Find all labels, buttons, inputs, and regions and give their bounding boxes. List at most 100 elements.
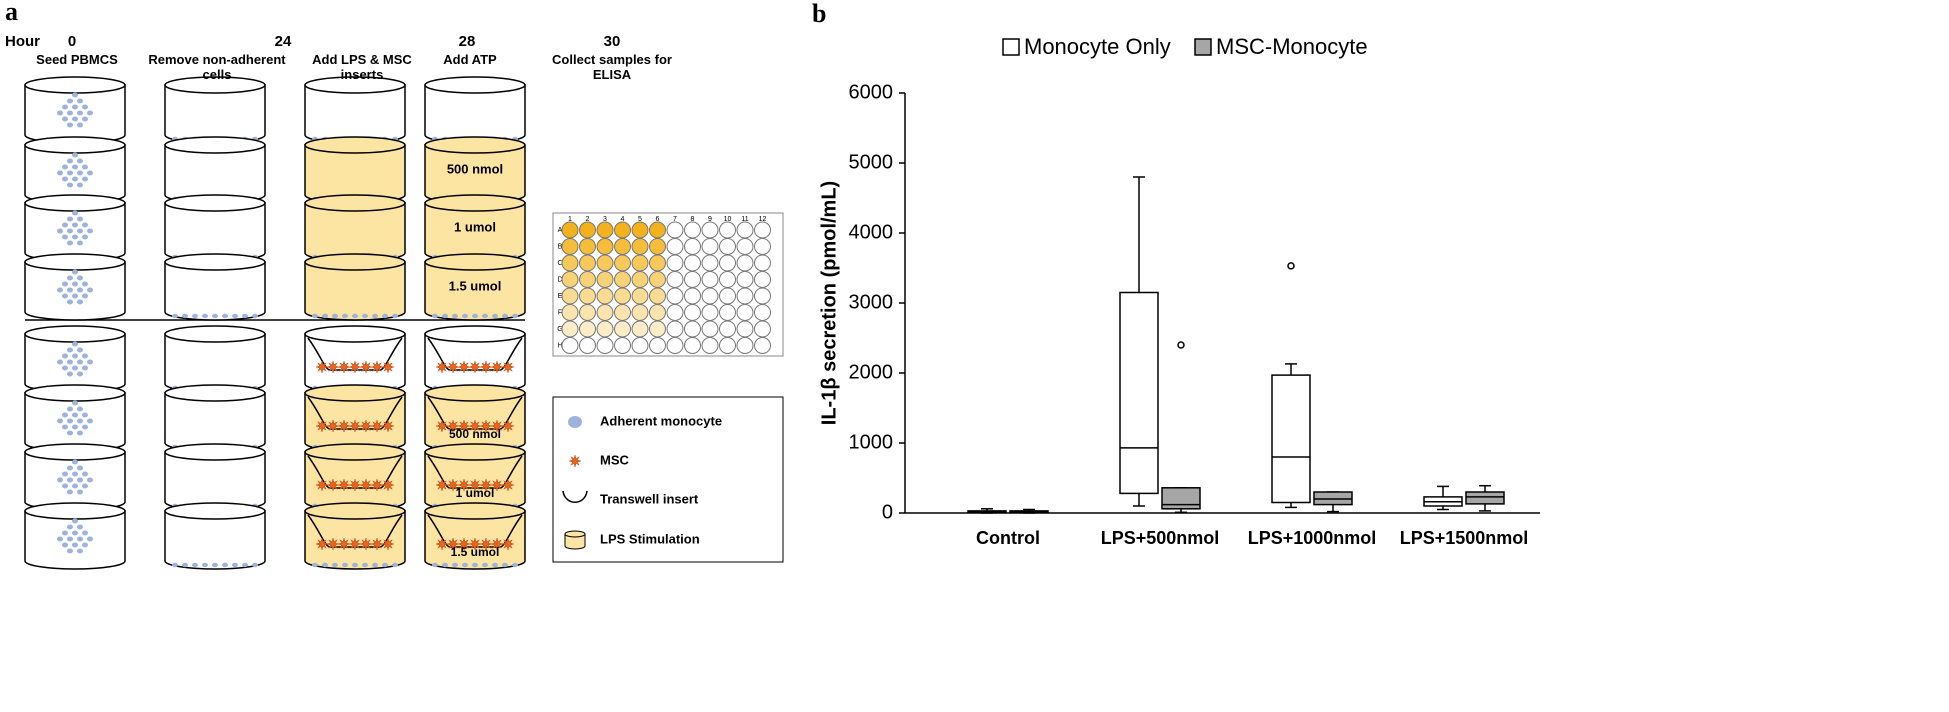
well xyxy=(719,320,736,338)
monocyte xyxy=(382,562,388,568)
monocyte xyxy=(87,477,93,483)
well xyxy=(754,221,771,239)
legend-lps xyxy=(564,533,586,550)
dish-rim xyxy=(424,136,526,154)
monocyte xyxy=(322,313,328,319)
monocyte xyxy=(352,562,358,568)
monocyte xyxy=(77,122,83,128)
monocyte xyxy=(382,313,388,319)
well xyxy=(614,254,631,272)
dish-body xyxy=(24,510,126,570)
msc-cell xyxy=(446,360,460,374)
dish-rim xyxy=(304,253,406,271)
msc-cell xyxy=(446,419,460,433)
well xyxy=(684,254,701,272)
monocyte xyxy=(67,182,73,188)
monocyte xyxy=(77,359,83,365)
plate-column-label: 3 xyxy=(603,216,607,223)
dish-body xyxy=(164,261,266,321)
monocyte xyxy=(62,412,68,418)
monocyte xyxy=(67,548,73,554)
monocyte xyxy=(242,562,248,568)
well xyxy=(736,238,754,255)
dish-rim xyxy=(304,136,406,154)
monocyte xyxy=(222,562,228,568)
y-tick-label: 1000 xyxy=(849,431,894,453)
monocyte xyxy=(82,424,88,430)
hour-value: 30 xyxy=(604,33,621,50)
monocyte xyxy=(232,562,238,568)
monocyte xyxy=(312,562,318,568)
plate-column-label: 7 xyxy=(673,216,677,223)
well xyxy=(736,320,754,338)
msc-cell xyxy=(370,537,384,551)
monocyte xyxy=(82,222,88,228)
msc-cell xyxy=(468,419,482,433)
monocyte xyxy=(72,424,78,430)
monocyte xyxy=(82,542,88,548)
monocyte xyxy=(67,216,73,222)
well xyxy=(666,271,684,288)
well xyxy=(754,238,771,255)
monocyte xyxy=(332,562,338,568)
dose-label: 1.5 umol xyxy=(449,278,502,293)
monocyte xyxy=(172,313,178,319)
msc-cell xyxy=(359,419,373,433)
monocyte xyxy=(67,98,73,104)
well xyxy=(596,320,614,338)
well xyxy=(736,287,754,305)
monocyte xyxy=(62,234,68,240)
monocyte xyxy=(392,562,398,568)
hour-label: Hour xyxy=(5,33,40,50)
well xyxy=(596,238,614,255)
well xyxy=(719,304,736,321)
monocyte xyxy=(432,313,438,319)
plate-column-label: 11 xyxy=(741,216,748,223)
monocyte xyxy=(67,430,73,436)
hour-value: 0 xyxy=(68,33,76,50)
monocyte xyxy=(82,281,88,287)
monocyte xyxy=(212,313,218,319)
monocyte xyxy=(72,164,78,170)
monocyte xyxy=(87,418,93,424)
well xyxy=(666,320,684,338)
monocyte xyxy=(57,228,63,234)
well xyxy=(701,254,719,272)
x-tick-label: Control xyxy=(976,528,1040,548)
well xyxy=(614,271,631,288)
monocyte xyxy=(442,313,448,319)
hour-value: 28 xyxy=(459,33,476,50)
y-tick-label: 0 xyxy=(882,501,893,523)
well xyxy=(666,304,684,321)
monocyte xyxy=(77,347,83,353)
y-tick-label: 5000 xyxy=(849,151,894,173)
well xyxy=(649,320,666,338)
monocyte xyxy=(82,530,88,536)
plate-row-label: C xyxy=(557,260,562,267)
well xyxy=(754,254,771,272)
dish-rim xyxy=(424,384,526,402)
monocyte xyxy=(512,313,518,319)
well xyxy=(684,238,701,255)
monocyte xyxy=(87,228,93,234)
well xyxy=(649,287,666,305)
well xyxy=(754,337,771,354)
monocyte xyxy=(452,313,458,319)
well xyxy=(736,304,754,321)
monocyte xyxy=(57,536,63,542)
msc-cell xyxy=(370,478,384,492)
monocyte xyxy=(77,406,83,412)
monocyte xyxy=(202,562,208,568)
plate-row-label: G xyxy=(557,326,562,333)
well xyxy=(596,304,614,321)
x-tick-label: LPS+500nmol xyxy=(1101,528,1220,548)
monocyte xyxy=(67,418,73,424)
monocyte xyxy=(67,287,73,293)
plate-column-label: 6 xyxy=(656,216,660,223)
monocyte xyxy=(72,353,78,359)
monocyte xyxy=(482,313,488,319)
well xyxy=(701,221,719,239)
well xyxy=(684,221,701,239)
well xyxy=(631,287,649,305)
monocyte xyxy=(502,562,508,568)
